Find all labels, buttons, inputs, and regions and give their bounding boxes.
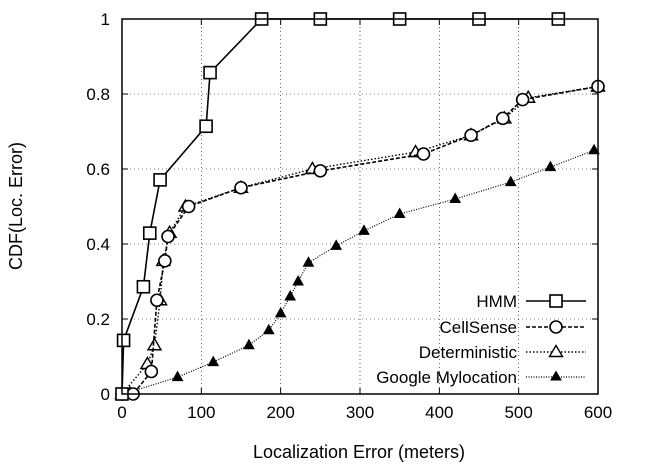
data-point-google-mylocation	[284, 289, 297, 301]
legend-label-google-mylocation: Google Mylocation	[376, 368, 517, 387]
grid-lines	[122, 19, 598, 394]
y-tick-label: 0	[101, 385, 110, 404]
legend-label-hmm: HMM	[476, 292, 517, 311]
data-point-google-mylocation	[292, 274, 304, 286]
legend-entry-cellsense: CellSense	[440, 318, 586, 337]
data-point-hmm	[142, 226, 157, 240]
legend-entry-google-mylocation: Google Mylocation	[376, 368, 586, 387]
data-point-cellsense	[416, 147, 431, 161]
data-point-google-mylocation	[330, 239, 343, 250]
data-point-cellsense	[161, 229, 175, 244]
legend-marker-cellsense	[549, 320, 563, 334]
legend-marker-hmm	[549, 294, 563, 308]
data-point-google-mylocation	[504, 175, 517, 187]
legend-label-cellsense: CellSense	[440, 318, 518, 337]
legend-entry-deterministic: Deterministic	[419, 343, 586, 362]
x-tick-label: 400	[425, 403, 453, 422]
series-line-google-mylocation	[121, 149, 595, 395]
data-point-hmm	[199, 119, 213, 134]
legend-marker-google-mylocation	[550, 370, 562, 381]
y-tick-label: 0.6	[86, 160, 110, 179]
series-google-mylocation	[116, 143, 600, 398]
y-tick-label: 0.2	[86, 310, 110, 329]
data-point-cellsense	[144, 364, 159, 379]
x-tick-label: 100	[187, 403, 215, 422]
data-point-cellsense	[495, 111, 510, 126]
x-axis-label: Localization Error (meters)	[253, 442, 465, 462]
data-point-deterministic	[146, 337, 163, 351]
data-point-google-mylocation	[207, 355, 220, 367]
data-point-google-mylocation	[274, 306, 287, 318]
x-tick-label: 200	[266, 403, 294, 422]
data-point-cellsense	[150, 293, 164, 308]
y-tick-label: 1	[101, 10, 110, 29]
x-tick-label: 300	[346, 403, 374, 422]
data-point-cellsense	[158, 254, 172, 268]
data-point-cellsense	[464, 128, 478, 143]
data-point-cellsense	[181, 199, 196, 214]
data-point-hmm	[136, 279, 151, 294]
x-tick-label: 500	[504, 403, 532, 422]
data-point-google-mylocation	[449, 192, 462, 203]
legend: HMM CellSense Deterministic Google Myloc…	[376, 292, 586, 387]
data-point-cellsense	[515, 92, 530, 107]
legend-label-deterministic: Deterministic	[419, 343, 518, 362]
data-point-cellsense	[234, 180, 248, 195]
data-point-google-mylocation	[393, 207, 406, 218]
legend-marker-deterministic	[548, 344, 564, 358]
data-point-hmm	[203, 65, 217, 80]
plot-frame	[121, 18, 599, 395]
data-point-google-mylocation	[358, 224, 370, 235]
data-point-google-mylocation	[588, 143, 600, 155]
x-tick-label: 600	[584, 403, 612, 422]
data-point-cellsense	[313, 164, 328, 178]
y-tick-label: 0.4	[86, 235, 110, 254]
y-tick-label: 0.8	[86, 85, 110, 104]
data-point-google-mylocation	[544, 160, 557, 172]
legend-entry-hmm: HMM	[476, 292, 586, 311]
data-point-google-mylocation	[171, 370, 184, 382]
data-point-hmm	[153, 173, 167, 187]
data-point-hmm	[116, 333, 131, 348]
data-point-google-mylocation	[243, 338, 255, 350]
data-point-google-mylocation	[302, 256, 315, 267]
y-axis-label: CDF(Loc. Error)	[6, 142, 26, 270]
x-tick-label: 0	[117, 403, 126, 422]
data-point-google-mylocation	[262, 323, 275, 335]
